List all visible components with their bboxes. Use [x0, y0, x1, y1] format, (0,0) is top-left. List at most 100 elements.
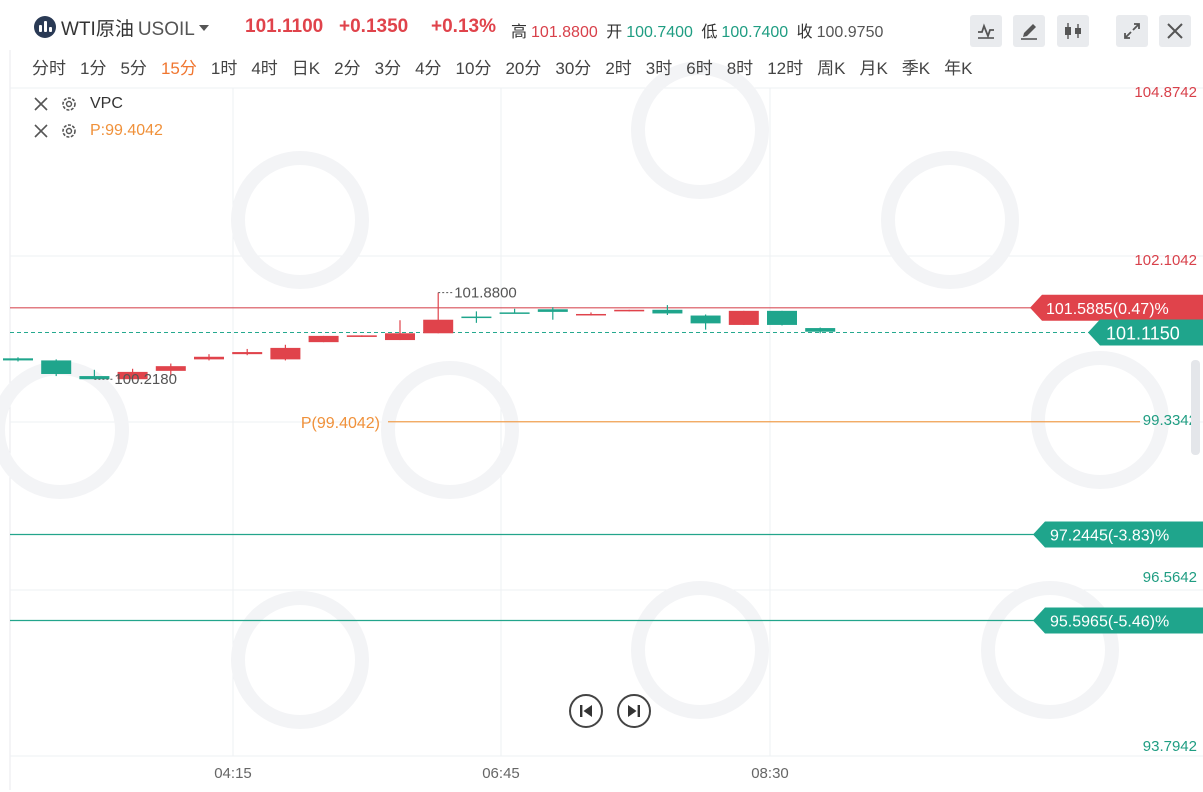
timeframe-tab[interactable]: 20分: [505, 59, 542, 78]
axes: 104.8742 102.1042 99.3342 96.5642 93.7942 04:…: [94, 84, 1197, 782]
fullscreen-button[interactable]: [1116, 15, 1148, 47]
candle-body: [576, 313, 606, 316]
scroll-back-button[interactable]: [569, 694, 603, 728]
close-icon: [1167, 23, 1183, 39]
timeframe-tab[interactable]: 4分: [415, 59, 442, 78]
timeframe-tab[interactable]: 12时: [767, 59, 804, 78]
watermark-ring: [1031, 351, 1169, 489]
timeframe-tab[interactable]: 6时: [686, 59, 713, 78]
price-levels: 101.5885(0.47)% 101.1150 P(99.4042) 97.2445…: [10, 294, 1203, 634]
symbol-selector[interactable]: WTI原油 USOIL: [61, 14, 209, 41]
open-label: 开: [606, 24, 623, 41]
indicator-settings-gear-icon[interactable]: [60, 95, 78, 113]
timeframe-tab[interactable]: 2分: [334, 59, 361, 78]
timeframe-tabs: 分时 1分 5分 15分 1时 4时 日K 2分 3分 4分 10分 20分 30分 2时 3时 6时 8时 12…: [32, 54, 986, 78]
y-tick-label: 99.3342: [1143, 412, 1197, 429]
candle-body: [385, 333, 415, 341]
y-tick-label: 96.5642: [1143, 569, 1197, 586]
timeframe-tab[interactable]: 周K: [817, 59, 846, 78]
timeframe-tab[interactable]: 月K: [859, 59, 888, 78]
open-value: 100.7400: [626, 24, 693, 41]
timeframe-tab[interactable]: 15分: [160, 59, 197, 78]
watermark-ring: [381, 361, 519, 499]
high-label: 高: [511, 24, 528, 41]
close-chart-button[interactable]: [1159, 15, 1191, 47]
scroll-forward-button[interactable]: [617, 694, 651, 728]
timeframe-tab[interactable]: 2时: [605, 59, 632, 78]
timeframe-tab[interactable]: 4时: [251, 59, 278, 78]
support-tag-label: 97.2445(-3.83)%: [1050, 527, 1169, 544]
watermark-ring: [0, 361, 129, 499]
candle-body: [767, 310, 797, 325]
timeframe-tab[interactable]: 30分: [555, 59, 592, 78]
symbol-code: USOIL: [137, 19, 195, 40]
support-tag: [1033, 521, 1203, 548]
remove-indicator-icon[interactable]: [32, 95, 50, 113]
support-tag-label: 95.5965(-5.46)%: [1050, 613, 1169, 630]
y-tick-label: 104.8742: [1134, 84, 1197, 101]
chart-grid: [9, 50, 1203, 790]
candle-body: [270, 347, 301, 360]
candles: [3, 292, 836, 381]
last-price-tag: [1088, 319, 1203, 346]
candle-body: [194, 356, 224, 360]
last-price: 101.1100: [245, 16, 324, 37]
candle-body: [3, 358, 33, 361]
candle-body: [614, 309, 645, 312]
timeframe-tab[interactable]: 季K: [901, 59, 931, 78]
timeframe-tab[interactable]: 分时: [32, 59, 66, 78]
quote-header: WTI原油 USOIL 101.1100 +0.1350 +0.13% 高 101.…: [0, 0, 1203, 50]
timeframe-tab[interactable]: 3分: [374, 59, 402, 78]
candle-body: [728, 310, 759, 325]
chart-logo-icon: [34, 16, 56, 38]
watermark-ring: [231, 151, 369, 289]
close-label: 收: [796, 24, 813, 41]
candle-body: [652, 309, 683, 314]
support-tag: [1033, 607, 1203, 634]
timeframe-tab[interactable]: 5分: [120, 59, 147, 78]
x-tick-label: 06:45: [482, 765, 520, 782]
watermark-ring: [231, 591, 369, 729]
timeframe-tab[interactable]: 3时: [645, 59, 673, 78]
draw-tool-button[interactable]: [1013, 15, 1045, 47]
timeframe-tab[interactable]: 8时: [726, 59, 754, 78]
candle-body: [537, 309, 568, 312]
candle-body: [690, 315, 721, 324]
indicator-settings-gear-icon[interactable]: [60, 122, 78, 140]
skip-forward-icon: [628, 705, 640, 717]
timeframe-tab[interactable]: 1时: [210, 59, 238, 78]
ohlc-summary: 高 101.8800 开 100.7400 低 100.7400 收 100.9750: [511, 18, 887, 42]
candle-body: [232, 352, 263, 355]
remove-indicator-icon[interactable]: [32, 122, 50, 140]
chevron-down-icon: [198, 25, 209, 31]
timeframe-tab[interactable]: 10分: [455, 59, 492, 78]
price-change: +0.1350: [339, 16, 409, 37]
candle-body: [117, 371, 148, 380]
resistance-tag: [1030, 294, 1203, 321]
high-annotation: 101.8800: [454, 285, 517, 302]
candlestick-icon: [1065, 23, 1081, 39]
pivot-label: P(99.4042): [301, 415, 380, 432]
chart-type-button[interactable]: [1057, 15, 1089, 47]
watermark: [0, 61, 1169, 729]
timeframe-tab[interactable]: 日K: [291, 59, 321, 78]
legend-label-pivot: P:99.4042: [90, 122, 163, 139]
close-value: 100.9750: [816, 24, 884, 41]
candle-body: [461, 316, 492, 319]
last-price-tag-label: 101.1150: [1106, 323, 1180, 343]
low-value: 100.7400: [721, 24, 789, 41]
price-change-pct: +0.13%: [431, 16, 496, 37]
line-chart-button[interactable]: [970, 15, 1002, 47]
legend-label-vpc: VPC: [90, 95, 123, 112]
watermark-ring: [881, 151, 1019, 289]
line-chart-icon: [978, 23, 994, 39]
skip-back-icon: [580, 705, 592, 717]
candle-body: [79, 376, 110, 380]
timeframe-tab[interactable]: 1分: [80, 59, 107, 78]
watermark-ring: [631, 581, 769, 719]
price-scale-handle[interactable]: [1191, 360, 1200, 455]
timeframe-tab[interactable]: 年K: [944, 59, 973, 78]
x-tick-label: 04:15: [214, 765, 252, 782]
low-label: 低: [701, 24, 718, 41]
